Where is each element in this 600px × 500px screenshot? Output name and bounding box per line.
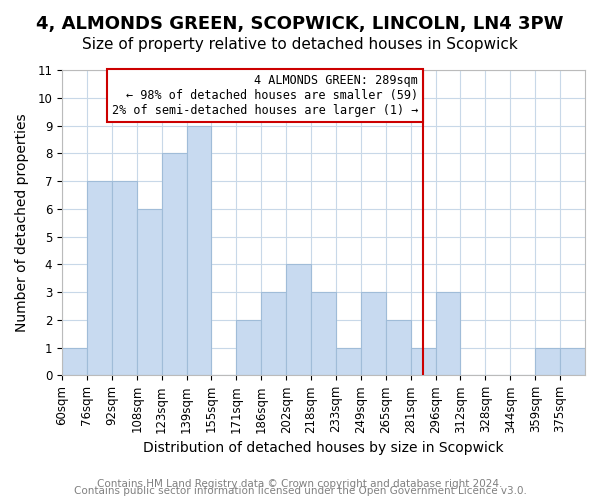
Bar	[535, 348, 560, 376]
Text: Contains HM Land Registry data © Crown copyright and database right 2024.: Contains HM Land Registry data © Crown c…	[97, 479, 503, 489]
Bar	[62, 348, 87, 376]
Bar	[311, 292, 336, 376]
Bar	[436, 292, 460, 376]
Bar	[361, 292, 386, 376]
Bar	[236, 320, 261, 376]
Bar	[87, 181, 112, 376]
Bar	[161, 154, 187, 376]
Bar	[112, 181, 137, 376]
X-axis label: Distribution of detached houses by size in Scopwick: Distribution of detached houses by size …	[143, 441, 504, 455]
Bar	[261, 292, 286, 376]
Y-axis label: Number of detached properties: Number of detached properties	[15, 114, 29, 332]
Bar	[336, 348, 361, 376]
Text: Size of property relative to detached houses in Scopwick: Size of property relative to detached ho…	[82, 38, 518, 52]
Bar	[560, 348, 585, 376]
Bar	[286, 264, 311, 376]
Text: 4 ALMONDS GREEN: 289sqm
← 98% of detached houses are smaller (59)
2% of semi-det: 4 ALMONDS GREEN: 289sqm ← 98% of detache…	[112, 74, 418, 117]
Bar	[410, 348, 436, 376]
Bar	[137, 209, 161, 376]
Bar	[187, 126, 211, 376]
Text: 4, ALMONDS GREEN, SCOPWICK, LINCOLN, LN4 3PW: 4, ALMONDS GREEN, SCOPWICK, LINCOLN, LN4…	[36, 15, 564, 33]
Text: Contains public sector information licensed under the Open Government Licence v3: Contains public sector information licen…	[74, 486, 526, 496]
Bar	[386, 320, 410, 376]
